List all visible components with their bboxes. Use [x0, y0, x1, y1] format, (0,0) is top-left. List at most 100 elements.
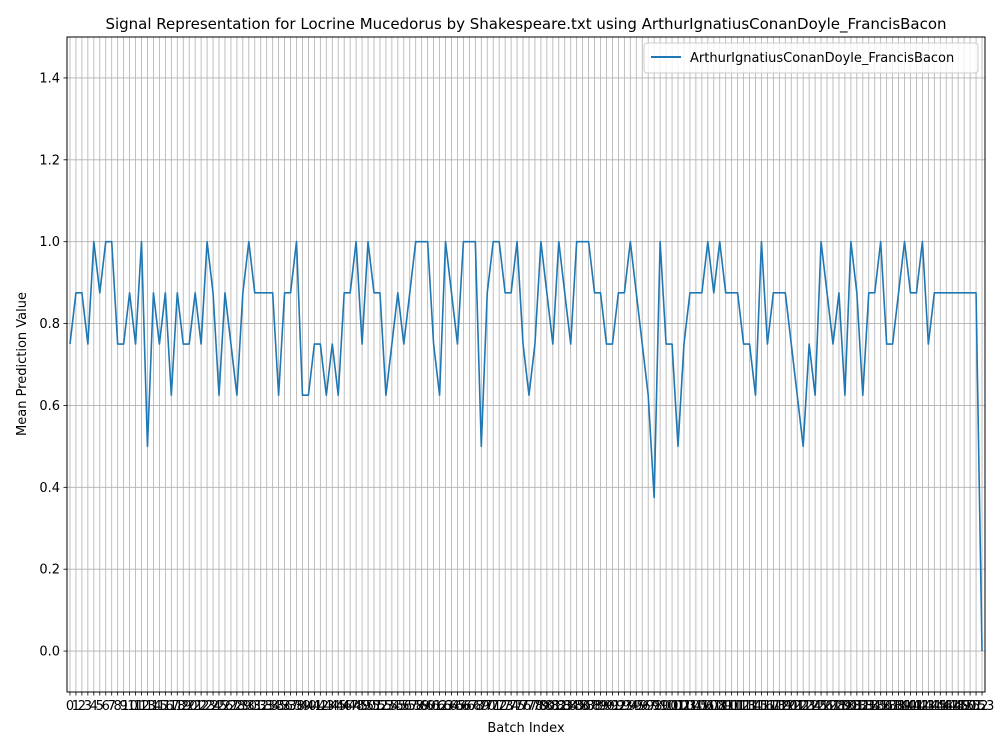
x-tick-label: 77 [521, 699, 538, 714]
x-tick-label: 99 [652, 699, 669, 714]
x-tick-label: 78 [527, 699, 544, 714]
x-tick-label: 49 [354, 699, 371, 714]
x-tick-label: 80 [539, 699, 556, 714]
x-tick-label: 4 [90, 699, 98, 714]
x-tick-label: 108 [701, 699, 726, 714]
x-tick-label: 68 [467, 699, 484, 714]
x-tick-label: 105 [683, 699, 708, 714]
x-tick-label: 7 [108, 699, 116, 714]
x-tick-label: 74 [503, 699, 520, 714]
x-tick-label: 46 [336, 699, 353, 714]
x-tick-label: 45 [330, 699, 347, 714]
x-tick-label: 69 [473, 699, 490, 714]
x-tick-label: 129 [827, 699, 852, 714]
x-tick-label: 33 [258, 699, 275, 714]
x-tick-label: 92 [610, 699, 627, 714]
x-tick-label: 35 [270, 699, 287, 714]
x-tick-label: 47 [342, 699, 359, 714]
x-tick-label: 85 [568, 699, 585, 714]
x-tick-label: 138 [880, 699, 905, 714]
x-tick-label: 116 [749, 699, 774, 714]
x-tick-label: 123 [791, 699, 816, 714]
x-tick-label: 1 [72, 699, 80, 714]
x-tick-label: 44 [324, 699, 341, 714]
x-tick-label: 8 [114, 699, 122, 714]
x-tick-label: 127 [815, 699, 840, 714]
x-tick-label: 128 [821, 699, 846, 714]
y-tick-label: 1.0 [39, 235, 60, 250]
x-tick-label: 101 [660, 699, 685, 714]
x-tick-label: 19 [175, 699, 192, 714]
x-tick-label: 42 [312, 699, 329, 714]
x-tick-label: 79 [533, 699, 550, 714]
x-tick-label: 48 [348, 699, 365, 714]
x-tick-label: 62 [431, 699, 448, 714]
x-tick-label: 27 [223, 699, 240, 714]
x-tick-label: 104 [678, 699, 703, 714]
y-tick-label: 0.8 [39, 317, 60, 332]
x-tick-label: 72 [491, 699, 508, 714]
x-tick-label: 54 [384, 699, 401, 714]
x-tick-label: 120 [773, 699, 798, 714]
x-tick-label: 146 [928, 699, 953, 714]
x-tick-label: 71 [485, 699, 502, 714]
x-tick-label: 96 [634, 699, 651, 714]
x-tick-label: 113 [731, 699, 756, 714]
x-tick-label: 30 [241, 699, 258, 714]
y-tick-label: 0.6 [39, 399, 60, 414]
x-tick-label: 135 [862, 699, 887, 714]
x-tick-label: 5 [96, 699, 104, 714]
x-tick-label: 117 [755, 699, 780, 714]
x-tick-label: 147 [934, 699, 959, 714]
x-tick-label: 81 [545, 699, 562, 714]
legend-box [643, 42, 979, 74]
x-tick-label: 21 [187, 699, 204, 714]
y-axis-label: Mean Prediction Value [15, 292, 30, 436]
x-tick-label: 12 [133, 699, 150, 714]
x-tick-label: 141 [898, 699, 923, 714]
x-tick-label: 151 [958, 699, 983, 714]
x-tick-label: 20 [181, 699, 198, 714]
x-tick-label: 28 [229, 699, 246, 714]
x-tick-label: 125 [803, 699, 828, 714]
x-tick-label: 100 [654, 699, 679, 714]
x-tick-label: 57 [401, 699, 418, 714]
x-tick-label: 143 [910, 699, 935, 714]
x-tick-label: 36 [276, 699, 293, 714]
x-tick-label: 97 [640, 699, 657, 714]
x-tick-label: 137 [874, 699, 899, 714]
x-tick-label: 107 [695, 699, 720, 714]
axes-frame [66, 36, 986, 693]
x-tick-label: 51 [366, 699, 383, 714]
x-tick-label: 26 [217, 699, 234, 714]
x-tick-label: 52 [372, 699, 389, 714]
x-tick-label: 98 [646, 699, 663, 714]
x-tick-label: 38 [288, 699, 305, 714]
x-tick-label: 119 [767, 699, 792, 714]
x-tick-label: 10 [121, 699, 138, 714]
x-tick-label: 66 [455, 699, 472, 714]
x-tick-label: 148 [940, 699, 965, 714]
x-tick-label: 91 [604, 699, 621, 714]
x-tick-label: 61 [425, 699, 442, 714]
x-tick-label: 86 [574, 699, 591, 714]
x-tick-label: 25 [211, 699, 228, 714]
x-tick-label: 139 [886, 699, 911, 714]
x-tick-label: 53 [378, 699, 395, 714]
x-tick-label: 0 [66, 699, 74, 714]
x-tick-label: 83 [556, 699, 573, 714]
x-tick-label: 56 [396, 699, 413, 714]
x-tick-label: 14 [145, 699, 162, 714]
x-tick-label: 32 [252, 699, 269, 714]
x-tick-label: 75 [509, 699, 526, 714]
y-tick-label: 0.2 [39, 563, 60, 578]
x-tick-label: 17 [163, 699, 180, 714]
x-tick-label: 126 [809, 699, 834, 714]
chart-title: Signal Representation for Locrine Mucedo… [105, 15, 946, 34]
x-tick-label: 76 [515, 699, 532, 714]
x-tick-label: 131 [838, 699, 863, 714]
x-tick-label: 122 [785, 699, 810, 714]
grid-layer [67, 37, 985, 692]
x-tick-label: 9 [119, 699, 127, 714]
